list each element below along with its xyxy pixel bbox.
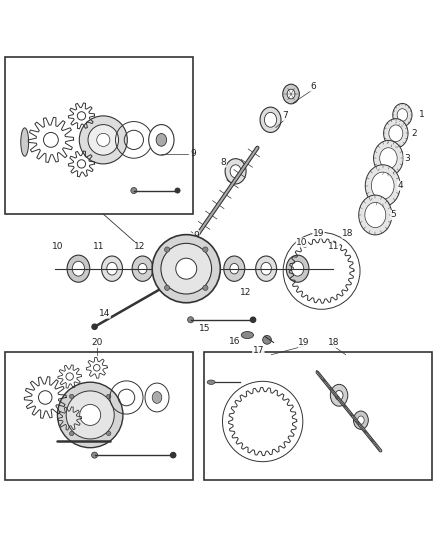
Text: 19: 19 <box>313 229 324 238</box>
Text: 18: 18 <box>342 229 353 238</box>
Ellipse shape <box>107 262 117 275</box>
Ellipse shape <box>283 84 299 104</box>
Ellipse shape <box>374 140 403 176</box>
FancyBboxPatch shape <box>5 352 193 480</box>
Circle shape <box>263 335 272 344</box>
Circle shape <box>176 258 197 279</box>
Ellipse shape <box>365 203 386 228</box>
Circle shape <box>165 285 170 290</box>
Ellipse shape <box>365 165 400 207</box>
Circle shape <box>251 317 256 322</box>
Ellipse shape <box>152 392 162 403</box>
Ellipse shape <box>224 256 245 281</box>
Ellipse shape <box>145 383 169 412</box>
Circle shape <box>97 133 110 147</box>
Text: 11: 11 <box>328 243 339 252</box>
Text: 13: 13 <box>172 238 183 247</box>
Ellipse shape <box>260 107 281 133</box>
Ellipse shape <box>241 332 254 338</box>
Circle shape <box>92 324 97 329</box>
Ellipse shape <box>102 256 123 281</box>
Text: 12: 12 <box>134 243 145 252</box>
Ellipse shape <box>21 128 28 156</box>
Ellipse shape <box>357 416 364 424</box>
Circle shape <box>66 391 114 439</box>
Ellipse shape <box>393 103 412 126</box>
Circle shape <box>70 394 74 399</box>
FancyBboxPatch shape <box>204 352 432 480</box>
Text: 11: 11 <box>93 243 105 252</box>
Ellipse shape <box>286 255 309 282</box>
Ellipse shape <box>207 380 215 384</box>
Ellipse shape <box>156 134 166 146</box>
Text: 2: 2 <box>412 129 417 138</box>
Ellipse shape <box>330 384 348 406</box>
Text: 19: 19 <box>298 338 310 348</box>
Text: 6: 6 <box>310 82 316 91</box>
Circle shape <box>70 431 74 435</box>
Ellipse shape <box>389 125 403 142</box>
Ellipse shape <box>371 172 394 199</box>
Circle shape <box>170 453 176 458</box>
Circle shape <box>92 452 98 458</box>
Ellipse shape <box>149 125 174 155</box>
FancyBboxPatch shape <box>5 57 193 214</box>
Ellipse shape <box>230 263 239 274</box>
Ellipse shape <box>291 261 304 276</box>
Ellipse shape <box>287 89 295 99</box>
Ellipse shape <box>230 165 241 178</box>
Circle shape <box>88 125 119 155</box>
Ellipse shape <box>261 262 272 275</box>
Circle shape <box>203 247 208 252</box>
Circle shape <box>80 405 101 425</box>
Circle shape <box>131 188 137 193</box>
Text: 16: 16 <box>229 337 240 346</box>
Ellipse shape <box>380 148 397 169</box>
Text: 1: 1 <box>419 110 425 119</box>
Circle shape <box>165 247 170 252</box>
Ellipse shape <box>384 119 408 148</box>
Ellipse shape <box>397 109 408 122</box>
Ellipse shape <box>359 195 392 235</box>
Circle shape <box>161 244 212 294</box>
Circle shape <box>203 285 208 290</box>
Text: 9: 9 <box>191 149 196 158</box>
Ellipse shape <box>72 261 85 276</box>
Ellipse shape <box>353 411 368 430</box>
Text: 5: 5 <box>391 211 396 220</box>
Text: 3: 3 <box>404 154 410 163</box>
Text: 18: 18 <box>328 338 339 348</box>
Text: 10: 10 <box>52 243 63 252</box>
Ellipse shape <box>138 263 147 274</box>
Text: 4: 4 <box>398 181 403 190</box>
Ellipse shape <box>335 391 343 400</box>
Ellipse shape <box>132 256 153 281</box>
Text: 7: 7 <box>283 111 288 120</box>
Text: 8: 8 <box>220 158 226 167</box>
Text: 10: 10 <box>296 238 308 247</box>
Circle shape <box>187 317 194 323</box>
Text: 12: 12 <box>240 288 251 297</box>
Text: 14: 14 <box>99 309 110 318</box>
Circle shape <box>175 188 180 193</box>
Circle shape <box>57 382 123 448</box>
Ellipse shape <box>256 256 277 281</box>
Text: 20: 20 <box>91 338 102 348</box>
Ellipse shape <box>265 112 277 127</box>
Circle shape <box>79 116 127 164</box>
Text: 9: 9 <box>194 231 199 239</box>
Circle shape <box>106 394 111 399</box>
Text: 17: 17 <box>253 346 264 355</box>
Ellipse shape <box>67 255 90 282</box>
Circle shape <box>106 431 111 435</box>
Ellipse shape <box>225 159 246 184</box>
Text: 15: 15 <box>199 324 211 333</box>
Circle shape <box>152 235 220 303</box>
